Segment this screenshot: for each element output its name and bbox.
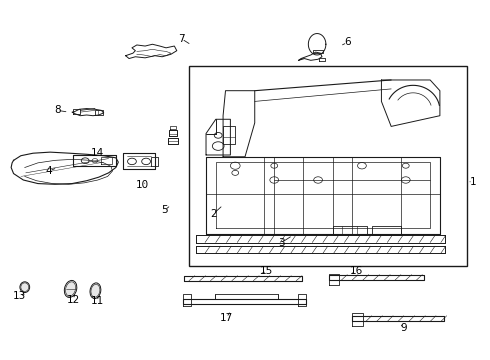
Text: 8: 8 [54, 105, 61, 115]
Text: 10: 10 [136, 180, 149, 190]
Text: 2: 2 [210, 209, 217, 219]
Text: 11: 11 [91, 296, 104, 306]
Text: 17: 17 [220, 312, 233, 323]
Text: 14: 14 [91, 148, 104, 158]
Ellipse shape [64, 280, 77, 297]
Bar [189, 66, 466, 266]
Ellipse shape [20, 282, 30, 293]
Text: 3: 3 [278, 238, 285, 248]
Text: 6: 6 [344, 37, 351, 48]
Text: 15: 15 [260, 266, 273, 276]
Text: 9: 9 [400, 323, 407, 333]
Text: 12: 12 [67, 295, 80, 305]
Text: 7: 7 [178, 34, 185, 44]
Text: 16: 16 [349, 266, 363, 276]
Text: 5: 5 [161, 205, 168, 215]
Text: 1: 1 [470, 177, 476, 187]
Text: 4: 4 [46, 166, 52, 176]
Text: 13: 13 [13, 291, 26, 301]
Ellipse shape [90, 283, 101, 298]
